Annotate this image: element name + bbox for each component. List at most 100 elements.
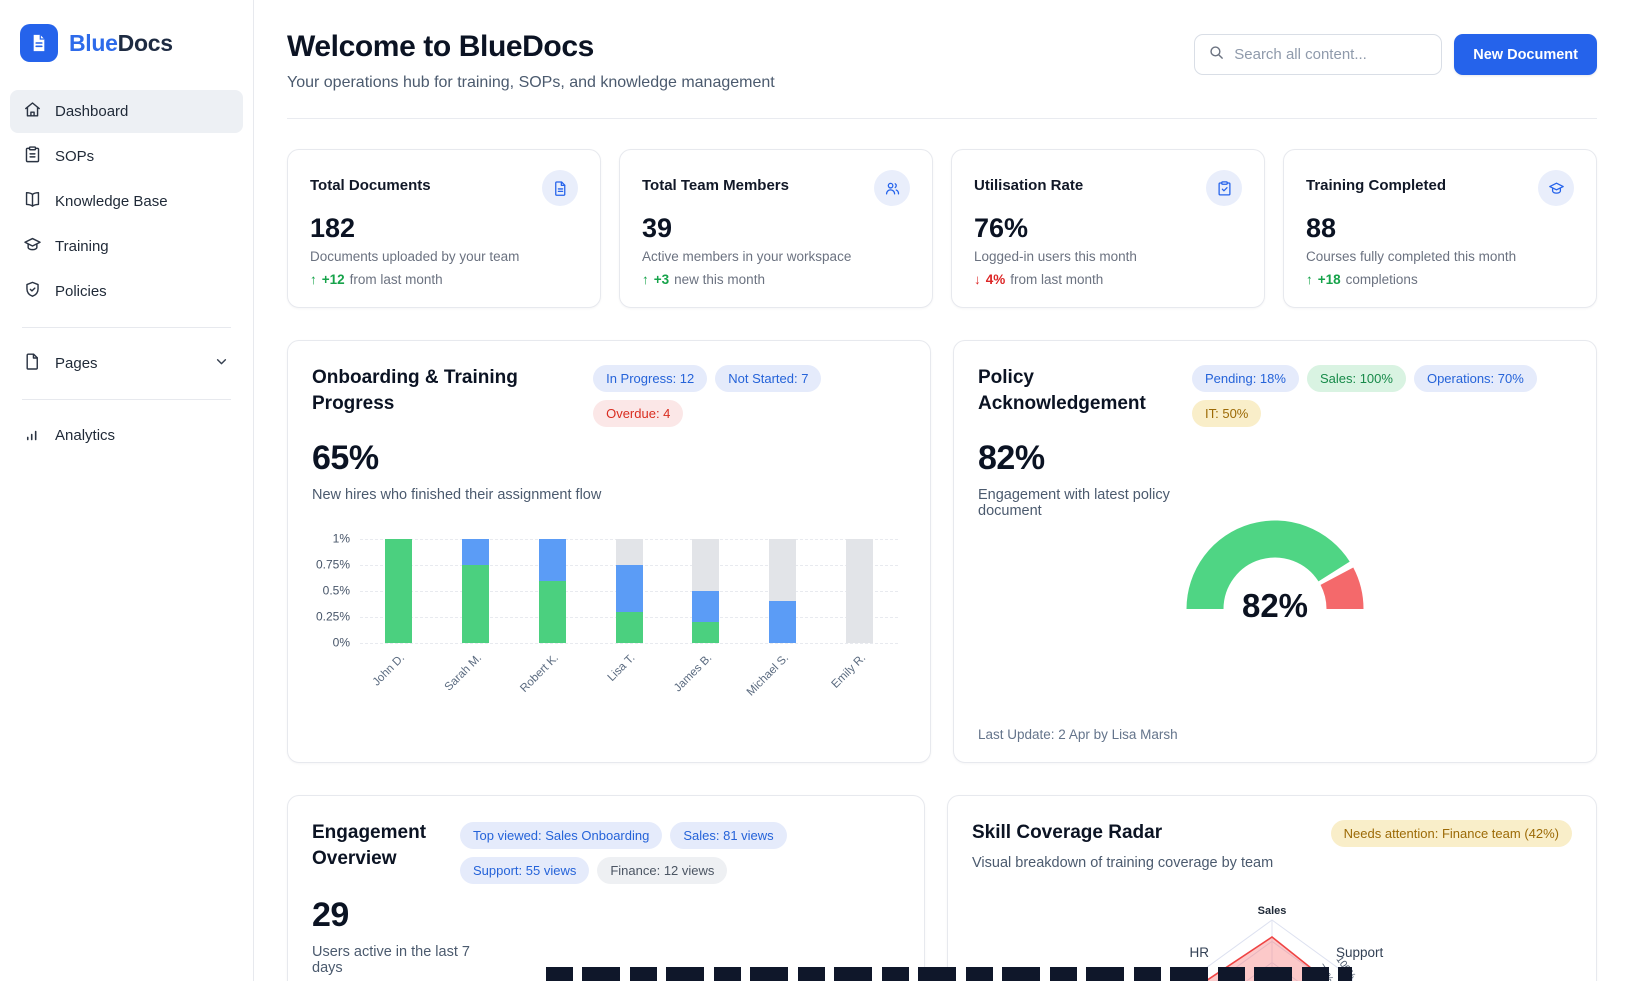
- stat-value: 39: [642, 213, 673, 243]
- radar-label: Sales: [1258, 905, 1287, 917]
- chevron-down-icon[interactable]: [213, 353, 230, 374]
- stat-trend: ↑ +3 new this month: [642, 272, 765, 287]
- page-subtitle: Your operations hub for training, SOPs, …: [287, 74, 775, 91]
- stat-title: Utilisation Rate: [974, 177, 1084, 194]
- stat-card-training-completed: Training Completed 88 Courses fully comp…: [1283, 149, 1597, 308]
- onboarding-percent: 65%: [312, 439, 379, 477]
- home-icon: [23, 100, 42, 123]
- y-tick-label: 0.25%: [315, 609, 350, 624]
- page-header: Welcome to BlueDocs Your operations hub …: [287, 0, 1597, 119]
- policy-acknowledgement-card: Policy Acknowledgement Pending: 18% Sale…: [953, 340, 1597, 763]
- page-title: Welcome to BlueDocs: [287, 30, 594, 63]
- gauge-main-arc: [1186, 520, 1350, 610]
- skill-coverage-radar-card: Skill Coverage Radar Visual breakdown of…: [947, 795, 1597, 981]
- bar-segment-not-started: [769, 539, 797, 602]
- clipped-bottom-heading: [546, 967, 1352, 981]
- x-axis-label: Michael S.: [744, 652, 792, 699]
- bar-segment-completed: [692, 622, 720, 643]
- onboarding-progress-card: Onboarding & Training Progress In Progre…: [287, 340, 931, 763]
- card-subtitle: Engagement with latest policy document: [978, 487, 1170, 519]
- brand-name: BlueDocs: [69, 29, 173, 56]
- brand-logo[interactable]: BlueDocs: [10, 16, 243, 88]
- sidebar-item-analytics[interactable]: Analytics: [10, 414, 243, 457]
- trend-up-arrow-icon: ↑: [1306, 272, 1313, 287]
- clipboard-icon: [23, 145, 42, 168]
- badge-in-progress: In Progress: 12: [593, 365, 708, 392]
- bar-segment-in-progress: [692, 591, 720, 623]
- search-box[interactable]: [1194, 34, 1443, 75]
- sidebar-item-dashboard[interactable]: Dashboard: [10, 90, 243, 133]
- bar-group: John D.: [360, 539, 437, 689]
- stat-trend: ↓ 4% from last month: [974, 272, 1104, 287]
- card-title: Onboarding & Training Progress: [312, 367, 518, 414]
- sidebar-item-label: SOPs: [55, 148, 95, 165]
- sidebar-item-label: Policies: [55, 283, 107, 300]
- trend-up-arrow-icon: ↑: [310, 272, 317, 287]
- bar-segment-not-started: [692, 539, 720, 592]
- bar-segment-completed: [615, 611, 643, 643]
- bar-segment-completed: [538, 580, 566, 643]
- policy-badges: Pending: 18% Sales: 100% Operations: 70%…: [1192, 365, 1572, 427]
- trend-up-arrow-icon: ↑: [642, 272, 649, 287]
- stat-value: 76%: [974, 213, 1029, 243]
- bar-group: Sarah M.: [437, 539, 514, 693]
- stat-value: 182: [310, 213, 356, 243]
- radar-badges: Needs attention: Finance team (42%): [1330, 820, 1572, 847]
- new-document-button[interactable]: New Document: [1454, 34, 1597, 75]
- bar-segment-not-started: [846, 539, 874, 643]
- sidebar-item-pages[interactable]: Pages: [10, 342, 243, 385]
- bar-group: Michael S.: [744, 539, 821, 698]
- file-text-icon: [542, 170, 578, 206]
- gridline: [360, 643, 898, 644]
- bar-group: Robert K.: [514, 539, 591, 695]
- clipboard-check-icon: [1206, 170, 1242, 206]
- last-update-text: Last Update: 2 Apr by Lisa Marsh: [978, 727, 1178, 742]
- radar-chart: SalesHRSupport75%100%: [1190, 905, 1384, 981]
- card-subtitle: Visual breakdown of training coverage by…: [972, 854, 1274, 871]
- stat-trend: ↑ +12 from last month: [310, 272, 443, 287]
- x-axis-label: John D.: [370, 652, 407, 689]
- stats-row: Total Documents 182 Documents uploaded b…: [287, 149, 1597, 308]
- file-icon: [23, 352, 42, 375]
- bar-segment-in-progress: [615, 565, 643, 612]
- x-axis-label: James B.: [671, 652, 715, 695]
- trend-down-arrow-icon: ↓: [974, 272, 981, 287]
- card-subtitle: New hires who finished their assignment …: [312, 487, 602, 503]
- stat-trend: ↑ +18 completions: [1306, 272, 1418, 287]
- badge-overdue: Overdue: 4: [593, 400, 684, 427]
- stat-title: Total Team Members: [642, 177, 789, 194]
- sidebar-item-policies[interactable]: Policies: [10, 270, 243, 313]
- stat-title: Training Completed: [1306, 177, 1447, 194]
- sidebar: BlueDocs Dashboard SOPs Knowledge Base: [0, 0, 254, 981]
- bluedocs-logo-icon: [20, 24, 58, 62]
- bar-chart-yaxis: 1% 0.75% 0.5% 0.25% 0%: [312, 532, 360, 650]
- radar-label: Support: [1336, 945, 1384, 960]
- bar-segment-in-progress: [538, 539, 566, 581]
- sidebar-item-knowledge-base[interactable]: Knowledge Base: [10, 180, 243, 223]
- badge-operations: Operations: 70%: [1413, 365, 1537, 392]
- sidebar-item-label: Training: [55, 238, 109, 255]
- stat-description: Active members in your workspace: [642, 249, 852, 264]
- shield-check-icon: [23, 280, 42, 303]
- x-axis-label: Robert K.: [517, 652, 561, 695]
- bar-group: Emily R.: [821, 539, 898, 691]
- sidebar-item-training[interactable]: Training: [10, 225, 243, 268]
- sidebar-item-label: Dashboard: [55, 103, 129, 120]
- badge-it: IT: 50%: [1192, 400, 1262, 427]
- stat-card-utilisation-rate: Utilisation Rate 76% Logged-in users thi…: [951, 149, 1265, 308]
- engagement-overview-card: Engagement Overview Top viewed: Sales On…: [287, 795, 925, 981]
- badge-finance-views: Finance: 12 views: [597, 857, 728, 884]
- sidebar-divider: [22, 327, 231, 328]
- search-icon: [1208, 44, 1225, 66]
- stat-description: Documents uploaded by your team: [310, 249, 520, 264]
- bar-segment-not-started: [615, 539, 643, 566]
- card-title: Policy Acknowledgement: [978, 367, 1146, 414]
- bar-group: James B.: [667, 539, 744, 694]
- badge-needs-attention: Needs attention: Finance team (42%): [1330, 820, 1572, 847]
- onboarding-badges: In Progress: 12 Not Started: 7 Overdue: …: [593, 365, 906, 427]
- bar-segment-in-progress: [461, 539, 489, 565]
- y-tick-label: 1%: [332, 531, 350, 546]
- search-input[interactable]: [1234, 46, 1429, 63]
- sidebar-divider: [22, 399, 231, 400]
- sidebar-item-sops[interactable]: SOPs: [10, 135, 243, 178]
